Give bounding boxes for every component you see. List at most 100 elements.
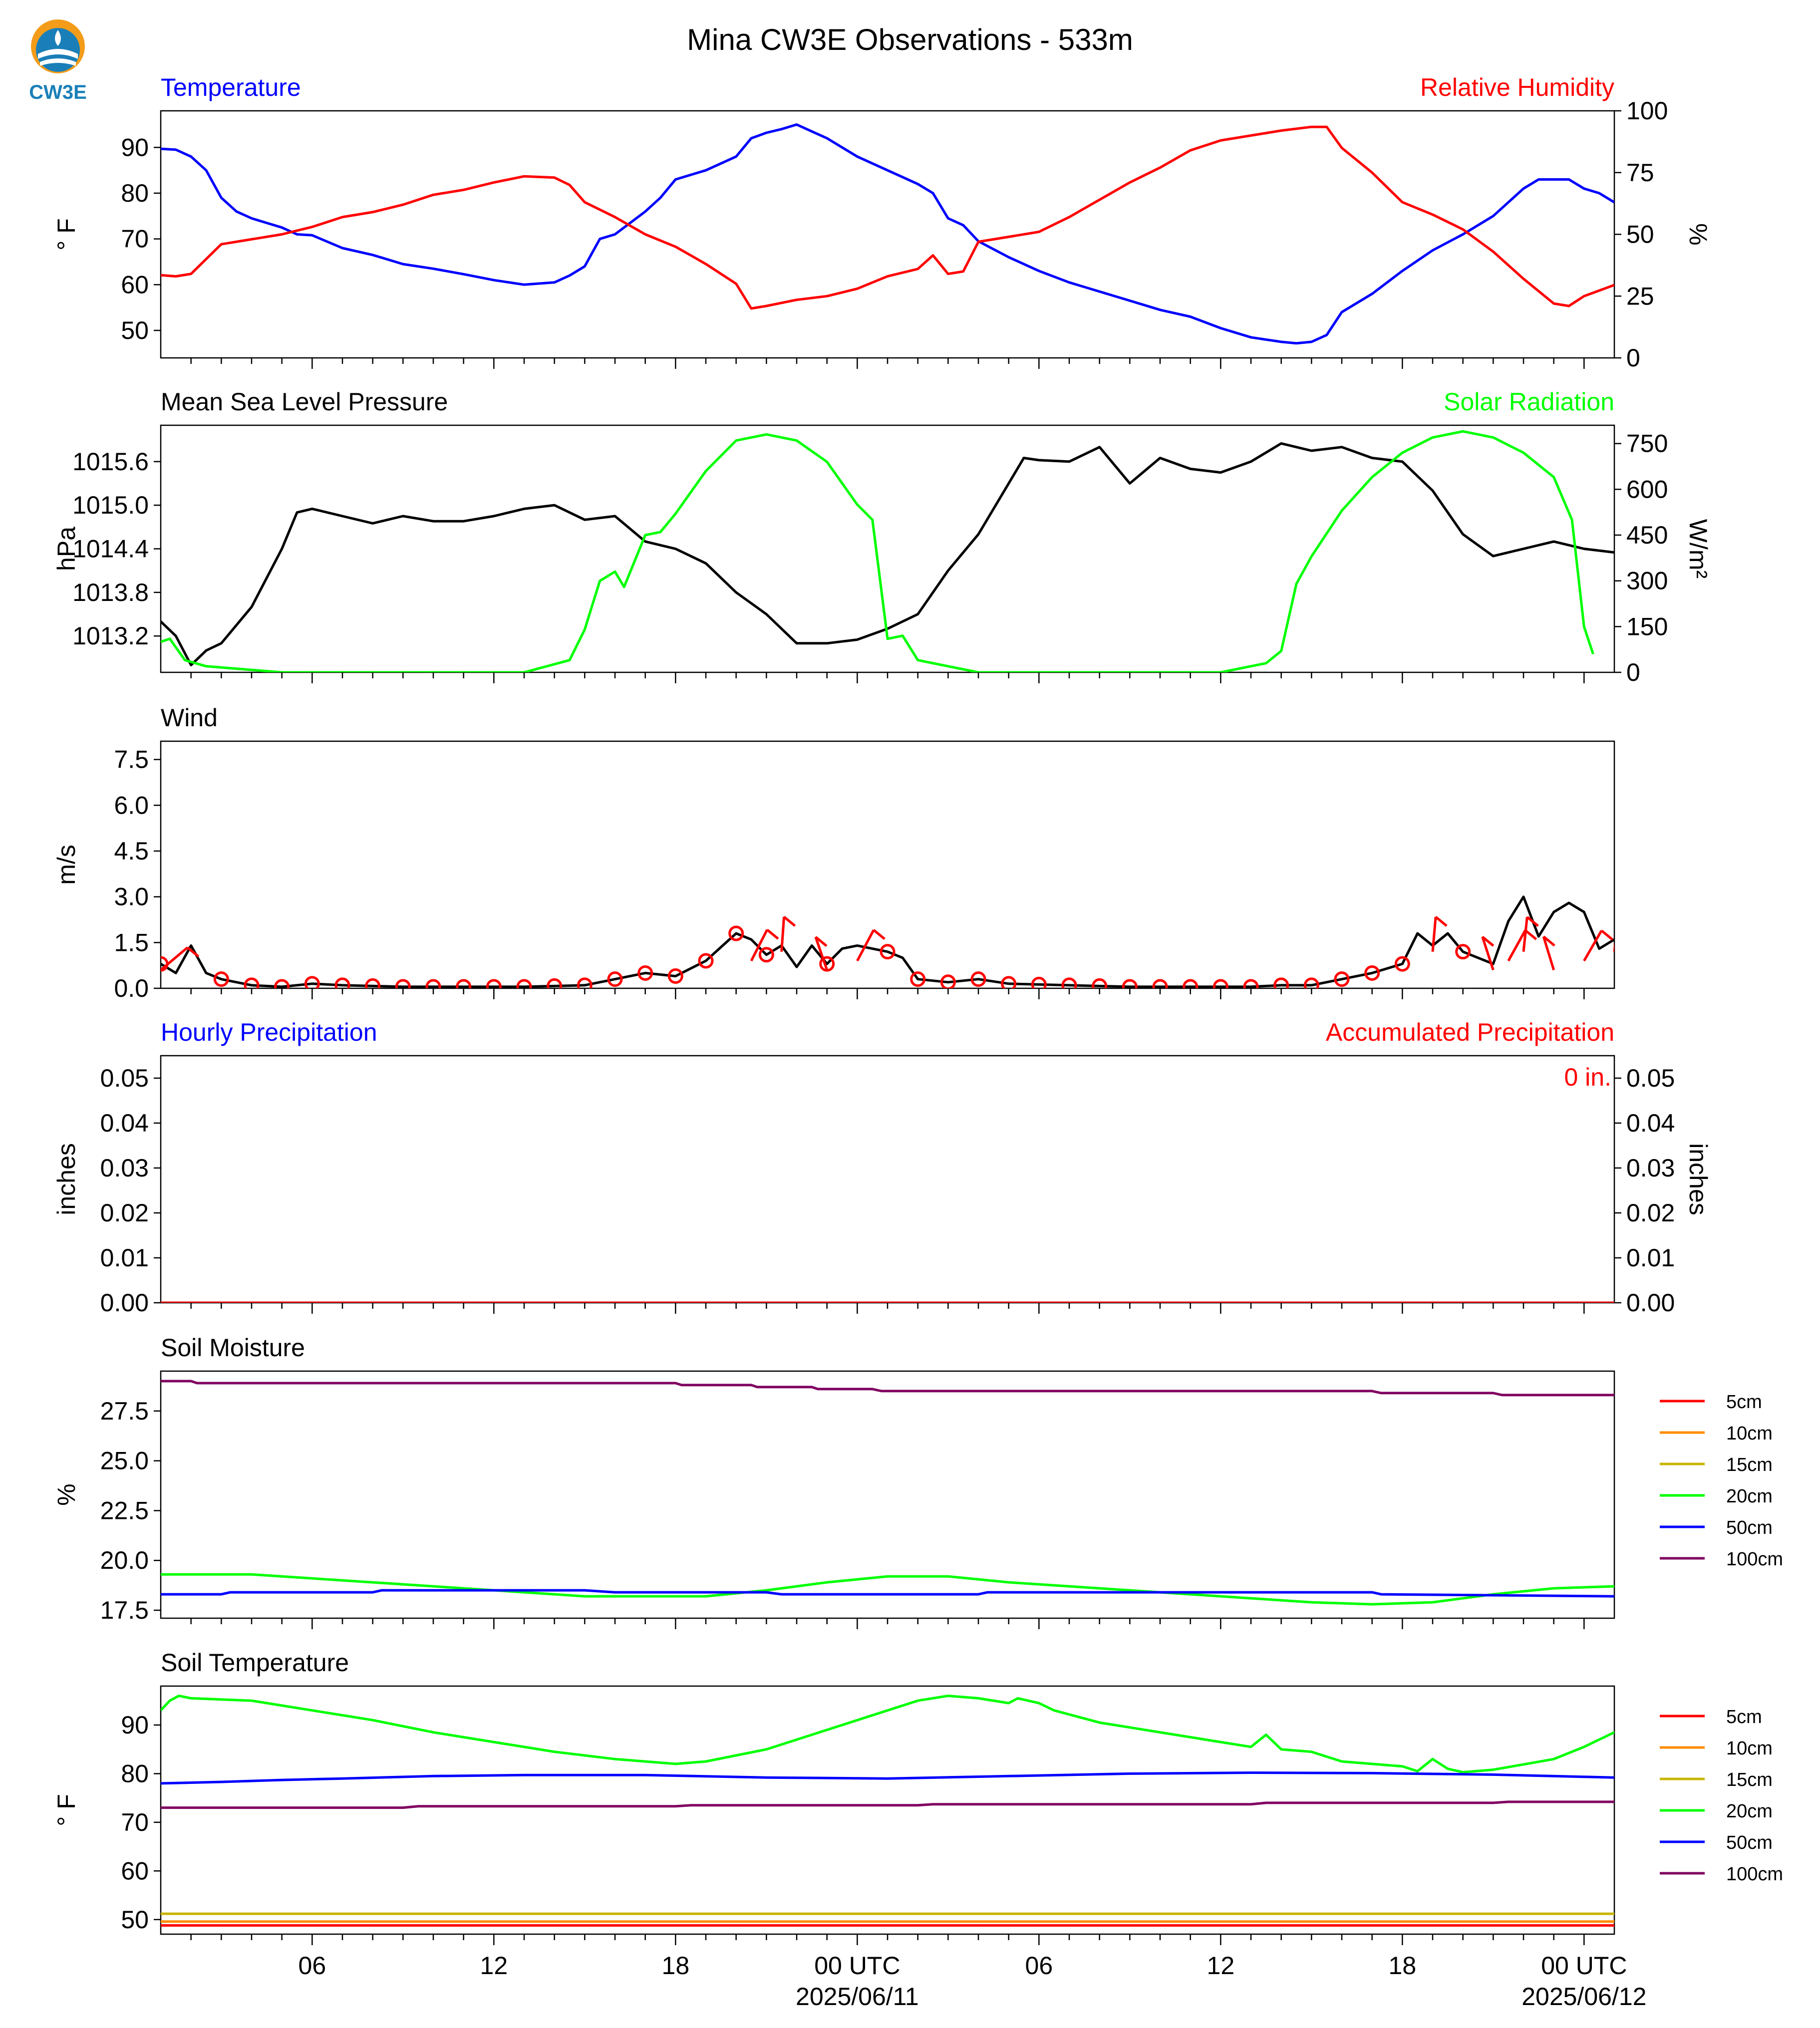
- y-tick-label-left: 80: [121, 179, 149, 207]
- legend-label: 10cm: [1726, 1738, 1773, 1759]
- wind-calm-circle: [758, 947, 774, 963]
- panel-title-left: Soil Temperature: [161, 1649, 349, 1677]
- panel-soil_moisture: Soil Moisture 17.5 20.0 22.5 25.0 27.5% 5cm 10c…: [52, 1334, 1783, 1629]
- plot-frame: [160, 1370, 1615, 1619]
- wind-calm-circle: [213, 971, 229, 987]
- wind-calm-circle: [456, 979, 472, 988]
- wind-barb-shaft: [1583, 930, 1603, 962]
- wind-barb-shaft: [1613, 941, 1614, 952]
- plot-frame: [160, 110, 1615, 359]
- y-tick-label-left: 7.5: [114, 746, 149, 774]
- plot-frame: [160, 1685, 1615, 1935]
- y-tick-label-right: 0.05: [1626, 1064, 1675, 1092]
- y-tick-label-left: 90: [121, 133, 149, 161]
- y-tick-label-left: 17.5: [100, 1596, 149, 1624]
- wind-calm-circle: [880, 944, 896, 960]
- y-tick-label-left: 90: [121, 1711, 149, 1739]
- series-line-100cm: [161, 1380, 1614, 1397]
- y-tick-label-left: 50: [121, 316, 149, 344]
- y-tick-label-left: 1013.8: [72, 579, 149, 606]
- panel-title-left: Soil Moisture: [161, 1334, 305, 1362]
- wind-calm-circle: [1183, 979, 1199, 988]
- wind-barb-shaft: [1522, 916, 1528, 952]
- wind-calm-circle: [607, 971, 623, 987]
- y-tick-label-right: 0.02: [1626, 1199, 1675, 1227]
- x-tick-label: 12: [1207, 1952, 1235, 1980]
- y-tick-label-left: 20.0: [100, 1546, 149, 1574]
- y-tick-label-right: 600: [1626, 475, 1668, 503]
- wind-barb-flag: [1600, 929, 1613, 941]
- y-tick-label-left: 25.0: [100, 1447, 149, 1475]
- y-axis-label-right: inches: [1684, 1143, 1712, 1215]
- y-tick-label-right: 50: [1626, 221, 1654, 249]
- y-tick-label-right: 25: [1626, 282, 1654, 310]
- y-tick-label-left: 1015.6: [72, 448, 149, 476]
- series-group: [161, 430, 1614, 672]
- wind-calm-circle: [637, 965, 653, 981]
- y-tick-label-left: 0.05: [100, 1064, 149, 1092]
- logo-text: CW3E: [29, 81, 87, 103]
- y-axis-label-right: %: [1684, 223, 1712, 245]
- wind-barb-flag: [766, 928, 779, 940]
- wind-calm-circle: [1061, 977, 1077, 988]
- panel-title-right: Solar Radiation: [1444, 388, 1614, 416]
- wind-calm-circle: [667, 968, 683, 984]
- wind-calm-circle: [486, 979, 502, 988]
- wind-calm-circle: [1303, 977, 1319, 988]
- y-tick-label-left: 1015.0: [72, 491, 149, 519]
- panel-soil_temp: Soil Temperature 50 60 70 80 90 ° F 5cm 10cm 15cm…: [52, 1649, 1783, 1945]
- y-tick-label-right: 0.03: [1626, 1154, 1675, 1182]
- y-tick-label-right: 0: [1626, 658, 1640, 686]
- legend: 5cm 10cm 15cm 20cm 50cm 100cm: [1660, 1707, 1783, 1885]
- wind-barb-shaft: [1542, 936, 1555, 971]
- wind-calm-circle: [244, 977, 260, 988]
- wind-calm-circle: [1152, 979, 1168, 988]
- wind-calm-circle: [547, 978, 563, 988]
- wind-calm-circle: [1273, 977, 1289, 988]
- legend-label: 10cm: [1726, 1423, 1773, 1444]
- wind-barbs: [161, 915, 1614, 988]
- legend-label: 100cm: [1726, 1864, 1783, 1885]
- legend-label: 50cm: [1726, 1832, 1773, 1853]
- series-line-50cm: [161, 1589, 1614, 1598]
- wind-barb-flag: [783, 915, 796, 927]
- wind-barb-flag: [1542, 935, 1555, 947]
- figure-title: Mina CW3E Observations - 533m: [687, 23, 1133, 56]
- wind-calm-circle: [940, 974, 956, 988]
- y-tick-label-left: 27.5: [100, 1397, 149, 1425]
- y-tick-label-left: 0.00: [100, 1289, 149, 1317]
- panel-title-left: Wind: [161, 704, 218, 732]
- panel-wind: Wind 0.0 1.5 3.0 4.5 6.0 7.5 m/s: [52, 704, 1615, 1002]
- x-tick-label: 12: [480, 1952, 508, 1980]
- y-tick-label-left: 6.0: [114, 791, 149, 819]
- y-axis-label-left: ° F: [52, 1794, 80, 1826]
- wind-barb-flag: [1524, 929, 1537, 940]
- wind-calm-circle: [1455, 944, 1471, 960]
- series-line-solar-radiation: [161, 430, 1594, 672]
- y-tick-label-right: 0: [1626, 344, 1640, 372]
- wind-barb-flag: [1482, 935, 1495, 947]
- wind-barb-shaft: [780, 916, 786, 952]
- x-tick-label: 18: [662, 1952, 690, 1980]
- y-tick-label-left: 1.5: [114, 928, 149, 956]
- y-tick-label-left: 1013.2: [72, 622, 149, 650]
- wind-calm-circle: [304, 976, 320, 988]
- wind-calm-circle: [334, 977, 350, 988]
- legend-label: 5cm: [1726, 1392, 1762, 1413]
- legend: 5cm 10cm 15cm 20cm 50cm 100cm: [1660, 1392, 1783, 1570]
- wind-calm-circle: [910, 971, 926, 987]
- wind-calm-circle: [365, 978, 381, 988]
- series-group: [161, 1380, 1614, 1606]
- y-tick-label-left: 50: [121, 1906, 149, 1934]
- x-tick-date-label: 2025/06/11: [796, 1983, 919, 2011]
- plot-frame: [160, 1055, 1615, 1304]
- panel-title-left: Mean Sea Level Pressure: [161, 388, 448, 416]
- series-line-wind-speed: [161, 895, 1614, 988]
- wind-barb-shaft: [814, 936, 829, 971]
- y-tick-label-right: 150: [1626, 612, 1668, 640]
- series-line-50cm: [161, 1771, 1614, 1785]
- wind-calm-circle: [1001, 976, 1017, 988]
- wind-calm-circle: [395, 979, 411, 988]
- wind-barb-flag: [1526, 916, 1539, 927]
- series-line-temperature: [161, 123, 1614, 345]
